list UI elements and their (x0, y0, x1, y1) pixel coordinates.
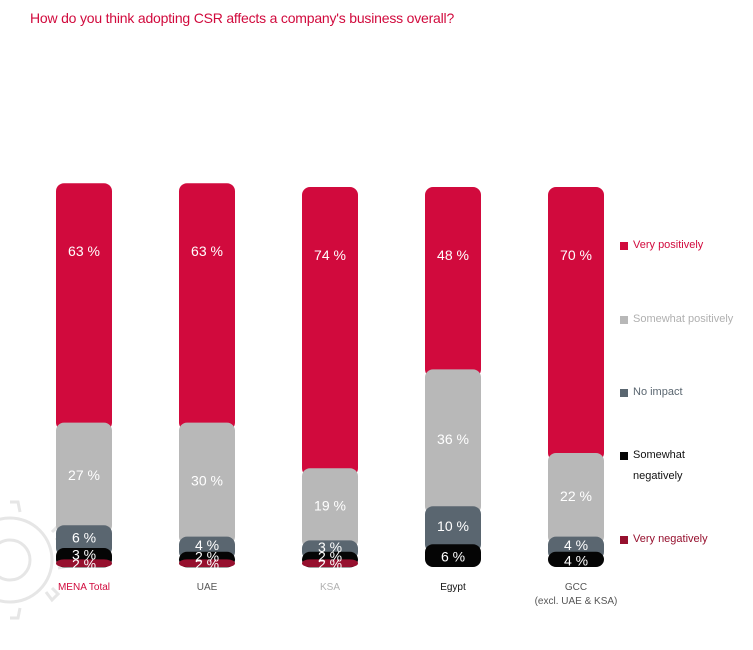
legend-label: Very positively (633, 239, 704, 251)
legend-item-no-impact: No impact (620, 382, 683, 403)
data-label: 74 % (314, 247, 346, 263)
data-label: 2 % (318, 556, 342, 572)
data-label: 6 % (441, 549, 465, 565)
data-label: 6 % (72, 530, 96, 546)
data-label: 2 % (195, 549, 219, 565)
data-label: 10 % (437, 518, 469, 534)
data-label: 27 % (68, 467, 100, 483)
bar-segment (548, 551, 604, 567)
data-label: 22 % (560, 488, 592, 504)
bar-segment (425, 369, 481, 515)
legend-item-very-positively: Very positively (620, 235, 703, 256)
bar-segment (56, 422, 112, 534)
bar-segment (425, 506, 481, 553)
bar-segment (302, 559, 358, 567)
data-label: 70 % (560, 247, 592, 263)
legend-label: Somewhat positively (633, 313, 734, 325)
category-label: KSA (320, 582, 340, 593)
bar-segment (425, 544, 481, 567)
data-label: 48 % (437, 247, 469, 263)
bar-segment (179, 183, 235, 431)
data-label: 36 % (437, 431, 469, 447)
data-label: 2 % (195, 556, 219, 572)
bar-segment (56, 559, 112, 567)
legend-swatch (620, 536, 628, 544)
data-label: 2 % (72, 556, 96, 572)
bar-segment (179, 559, 235, 567)
category-label: Egypt (440, 582, 466, 593)
data-label: 4 % (564, 537, 588, 553)
data-label: 3 % (318, 539, 342, 555)
data-label: 4 % (564, 552, 588, 568)
bar-segment (302, 468, 358, 549)
legend-label: No impact (633, 386, 683, 398)
data-label: 2 % (318, 549, 342, 565)
bar-segment (56, 183, 112, 431)
legend-item-somewhat-negatively: Somewhat negatively (620, 445, 685, 487)
data-label: 30 % (191, 473, 223, 489)
category-label: MENA Total (58, 582, 110, 593)
category-sublabel: (excl. UAE & KSA) (535, 596, 618, 607)
data-label: 63 % (191, 243, 223, 259)
legend-swatch (620, 242, 628, 250)
bar-segment (302, 187, 358, 477)
bar-segment (179, 422, 235, 545)
legend-swatch (620, 389, 628, 397)
bar-segment (548, 187, 604, 461)
bar-segment (425, 187, 481, 378)
legend-item-somewhat-positively: Somewhat positively (620, 309, 733, 330)
data-label: 4 % (195, 537, 219, 553)
legend-swatch (620, 316, 628, 324)
legend-item-very-negatively: Very negatively (620, 529, 708, 550)
bar-segment (548, 453, 604, 545)
category-label: GCC (565, 582, 587, 593)
data-label: 3 % (72, 547, 96, 563)
legend-label: Very negatively (633, 533, 708, 545)
category-label: UAE (197, 582, 218, 593)
data-label: 19 % (314, 497, 346, 513)
legend-label: Somewhat negatively (633, 449, 685, 482)
data-label: 63 % (68, 243, 100, 259)
legend-swatch (620, 452, 628, 460)
chart-title: How do you think adopting CSR affects a … (30, 10, 455, 26)
